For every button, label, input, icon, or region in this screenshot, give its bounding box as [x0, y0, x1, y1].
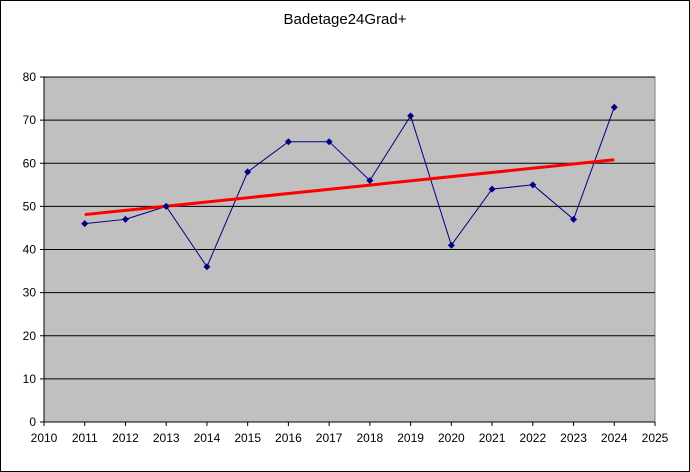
data-point-marker [447, 241, 455, 249]
data-point-marker [610, 103, 618, 111]
y-tick-label: 20 [23, 329, 37, 343]
data-point-marker [203, 263, 211, 271]
y-tick-label: 0 [29, 415, 36, 429]
x-tick-label: 2023 [560, 431, 587, 445]
data-point-marker [121, 215, 129, 223]
y-tick-label: 30 [23, 286, 37, 300]
x-tick-label: 2019 [397, 431, 424, 445]
y-tick-label: 60 [23, 156, 37, 170]
data-point-marker [366, 177, 374, 184]
x-tick-label: 2021 [479, 431, 506, 445]
data-point-marker [325, 138, 333, 146]
y-tick-label: 10 [23, 372, 37, 386]
x-tick-label: 2012 [112, 431, 139, 445]
x-tick-label: 2016 [275, 431, 302, 445]
data-point-marker [529, 181, 537, 189]
data-point-marker [81, 220, 89, 228]
series-line [84, 107, 615, 268]
x-tick-label: 2025 [642, 431, 669, 445]
x-tick-label: 2015 [234, 431, 261, 445]
x-tick-label: 2011 [72, 431, 98, 445]
x-tick-label: 2013 [153, 431, 180, 445]
x-tick-label: 2018 [357, 431, 384, 445]
data-point-marker [162, 202, 170, 210]
data-point-marker [407, 112, 415, 120]
data-point-marker [284, 138, 292, 146]
data-point-marker [244, 168, 252, 176]
x-tick-label: 2022 [519, 431, 546, 445]
x-tick-label: 2020 [438, 431, 465, 445]
y-tick-label: 50 [23, 199, 37, 213]
x-tick-label: 2024 [601, 431, 628, 445]
x-tick-label: 2010 [31, 431, 58, 445]
x-tick-label: 2014 [194, 431, 221, 445]
y-tick-label: 70 [23, 113, 37, 127]
chart-title: Badetage24Grad+ [283, 11, 407, 28]
data-point-marker [488, 185, 496, 193]
data-point-marker [570, 215, 578, 223]
y-tick-label: 40 [23, 243, 37, 257]
x-tick-label: 2017 [316, 431, 343, 445]
trendline [84, 158, 615, 217]
y-tick-label: 80 [23, 70, 37, 84]
